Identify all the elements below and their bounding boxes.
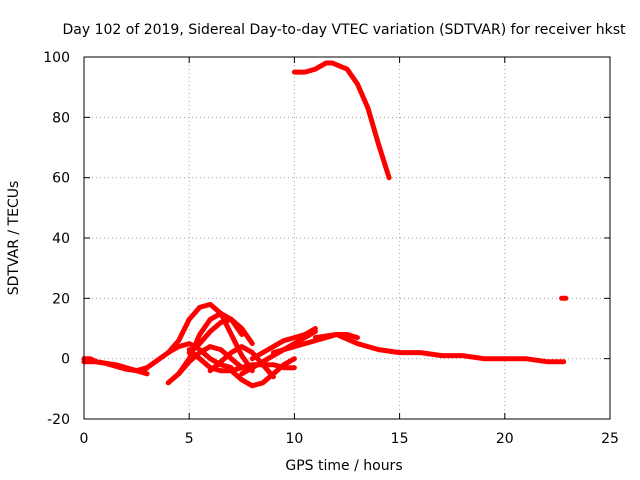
y-tick-label: 100 (43, 50, 70, 66)
x-tick-label: 10 (285, 431, 303, 447)
series-group (81, 60, 569, 389)
y-tick-label: 20 (52, 291, 70, 307)
x-axis-label: GPS time / hours (285, 458, 402, 474)
y-tick-label: -20 (47, 412, 70, 428)
x-tick-label: 20 (496, 431, 514, 447)
series-arc-8 (186, 347, 297, 374)
y-tick-label: 0 (61, 352, 70, 368)
x-tick-label: 15 (391, 431, 409, 447)
series-high-arc (291, 60, 392, 181)
series-arc-9 (207, 344, 276, 380)
x-tick-label: 5 (185, 431, 194, 447)
y-tick-label: 40 (52, 231, 70, 247)
series-arc-6 (186, 316, 255, 356)
series-arc-2 (81, 356, 150, 374)
x-tick-label: 0 (80, 431, 89, 447)
grid (84, 57, 610, 419)
y-tick-label: 60 (52, 171, 70, 187)
y-axis-label: SDTVAR / TECUs (6, 181, 22, 296)
series-tail-arc (312, 332, 567, 365)
series-arc-3 (140, 341, 234, 374)
plot-frame (83, 56, 611, 420)
series-arc-10 (228, 356, 297, 389)
chart-title: Day 102 of 2019, Sidereal Day-to-day VTE… (63, 22, 626, 38)
x-tick-label: 25 (601, 431, 619, 447)
series-arc-13 (270, 332, 360, 356)
axis-ticks: 0 5 10 15 20 25 -20 0 20 40 60 80 100 (43, 50, 619, 447)
y-tick-label: 80 (52, 110, 70, 126)
series-arc-12 (249, 326, 318, 362)
